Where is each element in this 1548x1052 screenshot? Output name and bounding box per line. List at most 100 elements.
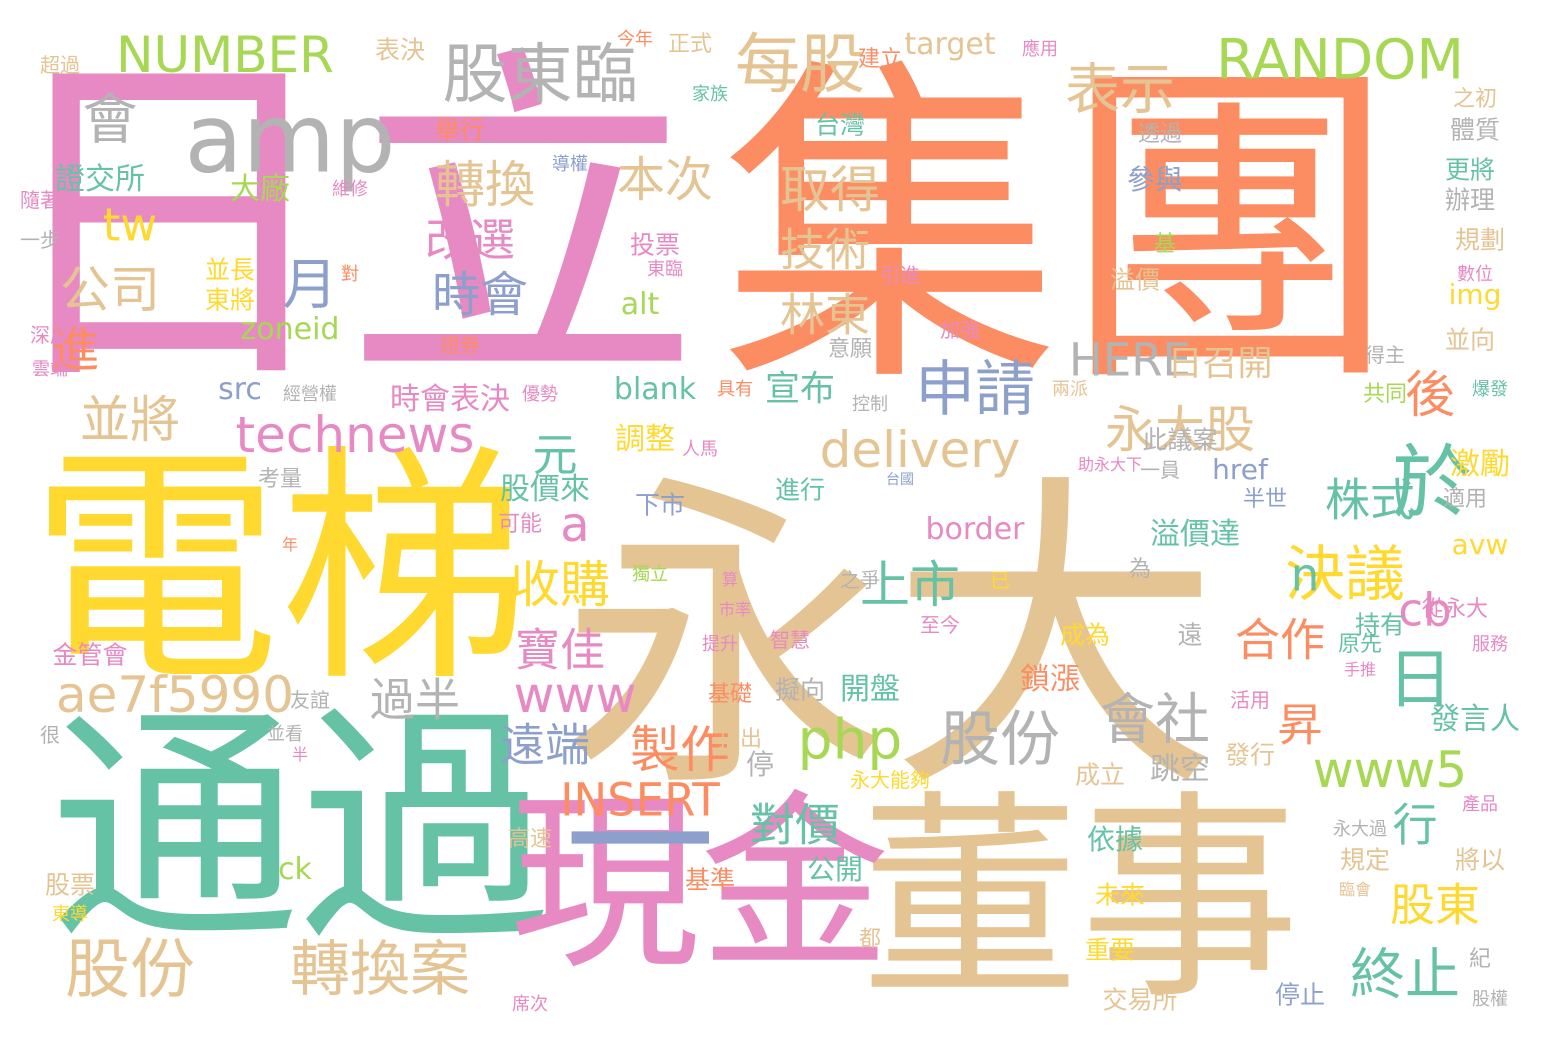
cloud-word: 加強 xyxy=(940,318,980,342)
cloud-word: 股票 xyxy=(44,870,96,900)
cloud-word: 轉換 xyxy=(435,156,535,214)
cloud-word: 高速 xyxy=(507,827,553,852)
cloud-word: 雲端 xyxy=(32,359,68,380)
cloud-word: 已 xyxy=(990,568,1010,592)
cloud-word: target xyxy=(904,27,996,62)
cloud-word: 永大能夠 xyxy=(850,768,930,792)
cloud-word: 月 xyxy=(282,252,338,317)
cloud-word: 基 xyxy=(1153,232,1177,257)
cloud-word: 過半 xyxy=(369,673,461,727)
cloud-word: 對價 xyxy=(749,798,841,852)
cloud-word: 臨會 xyxy=(1338,880,1372,899)
cloud-word: INSERT xyxy=(560,773,720,827)
cloud-word: 原先 xyxy=(1337,632,1383,657)
cloud-word: 更將 xyxy=(1444,155,1496,185)
cloud-word: 助永大下 xyxy=(1077,455,1143,474)
cloud-word: 證券 xyxy=(440,333,480,357)
cloud-word: 隨著 xyxy=(20,188,60,212)
cloud-word: 體質 xyxy=(1449,115,1501,145)
cloud-word: 時會表決 xyxy=(390,382,510,417)
cloud-word: a xyxy=(560,497,590,553)
cloud-word: 超過 xyxy=(40,53,80,77)
cloud-word: 投票 xyxy=(629,230,681,260)
cloud-word: 合作 xyxy=(1234,613,1326,667)
cloud-word: 建立 xyxy=(857,47,903,72)
cloud-word: 成為 xyxy=(1059,620,1111,650)
cloud-word: 東將 xyxy=(204,285,256,315)
cloud-word: 一 xyxy=(564,758,716,932)
cloud-word: 永大 xyxy=(560,448,1220,832)
cloud-word: ae7f5990 xyxy=(55,666,295,724)
cloud-word: 成立 xyxy=(1074,760,1126,790)
cloud-word: 家族 xyxy=(692,84,728,105)
cloud-word: 一員 xyxy=(1140,458,1180,482)
cloud-word: 電梯 xyxy=(30,424,530,715)
cloud-word: 下市 xyxy=(634,490,686,520)
cloud-word: 後 xyxy=(1405,366,1455,424)
cloud-word: 進 xyxy=(50,322,100,378)
cloud-word: 兩派 xyxy=(1052,379,1088,400)
cloud-word: 應用 xyxy=(1022,39,1058,60)
cloud-word: 從永大 xyxy=(1421,597,1489,622)
cloud-word: 東導 xyxy=(52,904,88,925)
cloud-word: href xyxy=(1212,453,1268,486)
cloud-word: 溢價達 xyxy=(1150,517,1240,552)
cloud-word: 公司 xyxy=(60,261,160,319)
cloud-word: 友誼 xyxy=(290,688,330,712)
cloud-word: src xyxy=(218,372,262,407)
cloud-word: 昇 xyxy=(1277,698,1323,752)
cloud-word: 基準 xyxy=(684,865,736,895)
cloud-word: 發言人 xyxy=(1430,702,1520,737)
cloud-word: 服務 xyxy=(1472,634,1508,655)
cloud-word: 取得 xyxy=(780,161,880,219)
cloud-word: 遠 xyxy=(1177,620,1203,650)
cloud-word: 依據 xyxy=(1086,823,1144,856)
cloud-word: 通過 xyxy=(50,684,550,975)
cloud-word: HERE xyxy=(1069,333,1191,387)
cloud-word: 重要 xyxy=(1084,935,1136,965)
cloud-word: 未來 xyxy=(1094,880,1146,910)
cloud-word: 此議案 xyxy=(1142,425,1218,455)
cloud-word: 參與 xyxy=(1126,163,1184,196)
cloud-word: 可能 xyxy=(497,512,543,537)
cloud-word: 停 xyxy=(745,748,775,781)
cloud-word: 活用 xyxy=(1230,688,1270,712)
cloud-word: 市率 xyxy=(718,600,752,619)
cloud-word: n xyxy=(1290,548,1320,602)
cloud-word: 得主 xyxy=(1365,343,1405,367)
cloud-word: 元 xyxy=(532,428,578,482)
cloud-word: 激勵 xyxy=(1450,447,1510,482)
cloud-word: 表決 xyxy=(374,35,426,65)
cloud-word: 股份 xyxy=(64,932,196,1008)
cloud-word: 並看 xyxy=(267,724,303,745)
cloud-word: border xyxy=(925,512,1025,547)
cloud-word: 算 xyxy=(721,570,739,589)
cloud-word: 一步 xyxy=(20,228,60,252)
cloud-word: 跳空 xyxy=(1150,752,1210,787)
cloud-word: 調整 xyxy=(615,422,675,457)
cloud-word: 指出 xyxy=(717,727,763,752)
cloud-word: 終止 xyxy=(1349,942,1461,1007)
cloud-word: 製作 xyxy=(630,721,730,779)
cloud-word: www5 xyxy=(1312,741,1468,799)
cloud-word: 技術 xyxy=(779,223,871,277)
cloud-word: 停止 xyxy=(1274,980,1326,1010)
cloud-word: 半世 xyxy=(1242,487,1288,512)
cloud-word: 時會 xyxy=(431,267,529,323)
cloud-word: 維修 xyxy=(332,179,368,200)
cloud-word: 寶佳 xyxy=(514,623,606,677)
cloud-word: 之爭 xyxy=(840,568,880,592)
cloud-word: tw xyxy=(102,198,158,252)
cloud-word: 規劃 xyxy=(1454,225,1506,255)
cloud-word: NUMBER xyxy=(116,26,334,84)
cloud-word: 證交所 xyxy=(55,162,145,197)
cloud-word: 會 xyxy=(82,87,138,152)
cloud-word: delivery xyxy=(819,421,1021,479)
cloud-word: 控制 xyxy=(852,394,888,415)
cloud-word: 今年 xyxy=(617,29,653,50)
cloud-word: php xyxy=(797,707,903,772)
cloud-word: 人馬 xyxy=(682,439,718,460)
cloud-word: 年 xyxy=(281,535,299,554)
cloud-word: 深厚 xyxy=(30,323,70,347)
cloud-word: 產品 xyxy=(1462,794,1498,815)
